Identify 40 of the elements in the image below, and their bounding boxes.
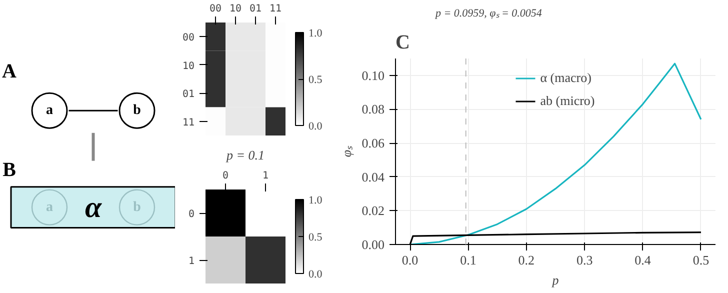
text: a — [46, 103, 53, 118]
text: A — [2, 60, 18, 83]
y-tick-label: 00 — [182, 32, 195, 44]
x-tick-label: 00 — [209, 4, 222, 14]
x-tick-label: 0.2 — [518, 252, 535, 268]
y-tick-label: 0 — [188, 209, 195, 220]
y-tick-label: 0.10 — [362, 68, 384, 83]
line-series — [409, 62, 702, 244]
color-bar-label: 0.5 — [308, 74, 323, 86]
x-axis-title: p — [551, 272, 560, 288]
text: C — [396, 32, 410, 54]
x-tick-label: 0.1 — [460, 252, 476, 268]
y-tick-label: 0.06 — [362, 136, 385, 151]
y-tick-label: 11 — [182, 117, 195, 128]
legend-label: ab (micro) — [540, 93, 595, 109]
chart-title: p = 0.0959, φₛ = 0.0054 — [434, 8, 542, 20]
x-tick-label: 0.3 — [576, 252, 593, 268]
text: B — [2, 159, 16, 182]
y-tick-label: 0.02 — [362, 203, 384, 218]
y-tick-label: 0.00 — [362, 237, 384, 252]
x-tick-label: 0.0 — [402, 252, 418, 268]
chart-title: p = 0.1 — [225, 148, 265, 162]
color-bar-label: 1.0 — [308, 194, 323, 206]
x-tick-label: 11 — [269, 4, 282, 14]
y-tick-label: 01 — [182, 89, 195, 100]
x-tick-label: 0.4 — [634, 252, 652, 268]
text: α — [84, 190, 102, 224]
y-tick-label: 0.04 — [362, 169, 385, 184]
y-tick-label: 0.08 — [362, 102, 384, 117]
color-bar-label: 0.5 — [308, 232, 323, 244]
y-tick-label: 10 — [182, 60, 195, 72]
text: b — [133, 103, 142, 118]
x-tick-label: 01 — [249, 4, 262, 14]
y-axis-title: φₛ — [338, 144, 354, 158]
color-bar-label: 0.0 — [308, 268, 323, 280]
x-tick-label: 0.5 — [692, 252, 710, 268]
legend-label: α (macro) — [540, 70, 592, 86]
x-tick-label: 10 — [229, 4, 242, 14]
color-bar-label: 1.0 — [308, 28, 323, 40]
color-bar-label: 0.0 — [308, 120, 323, 132]
